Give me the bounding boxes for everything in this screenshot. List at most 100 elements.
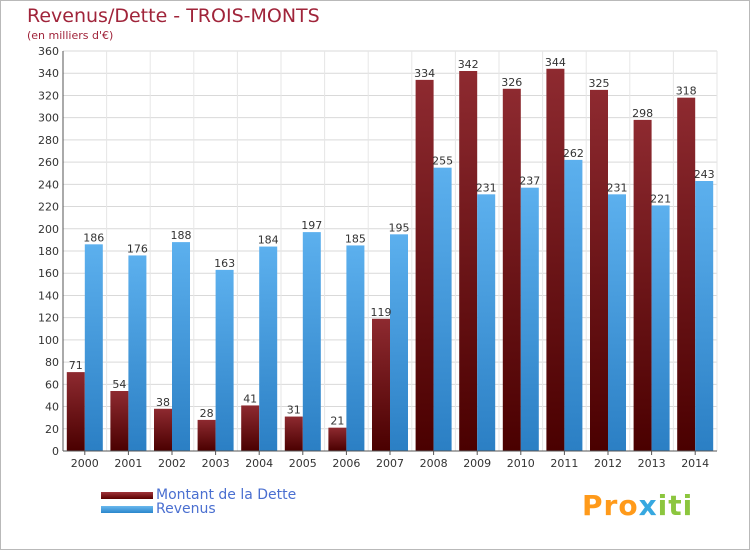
- data-label-revenus: 231: [476, 181, 497, 194]
- legend-item-dette: Montant de la Dette: [101, 487, 401, 504]
- bar-dette: [502, 88, 521, 452]
- data-label-dette: 334: [414, 67, 435, 80]
- y-tick-label: 240: [38, 178, 59, 191]
- bar-revenus: [215, 269, 234, 451]
- value-labels: 71 186 54 176 38 188 28 163 41 184 31 197 21 185 119 19…: [69, 56, 715, 428]
- y-tick-label: 60: [45, 378, 59, 391]
- y-tick-label: 40: [45, 401, 59, 414]
- data-label-dette: 31: [287, 404, 301, 417]
- data-label-dette: 28: [200, 407, 214, 420]
- data-label-revenus: 195: [389, 221, 410, 234]
- bar-dette: [110, 391, 129, 451]
- bar-dette: [284, 416, 303, 451]
- bar-dette: [197, 419, 216, 451]
- data-label-dette: 54: [112, 378, 126, 391]
- chart-subtitle: (en milliers d'€): [27, 29, 114, 42]
- y-tick-label: 120: [38, 312, 59, 325]
- bar-revenus: [390, 234, 408, 451]
- bar-revenus: [651, 205, 670, 451]
- proxiti-logo: Proxiti: [582, 489, 694, 522]
- data-label-revenus: 176: [127, 242, 148, 255]
- x-tick-label: 2013: [638, 457, 666, 470]
- y-tick-label: 80: [45, 356, 59, 369]
- x-tick-label: 2004: [245, 457, 273, 470]
- bar-revenus: [520, 187, 539, 451]
- x-tick-label: 2008: [420, 457, 448, 470]
- bars: [66, 68, 714, 452]
- bar-dette: [415, 79, 434, 451]
- data-label-dette: 41: [243, 392, 257, 405]
- bar-dette: [328, 427, 347, 451]
- bar-dette: [677, 97, 696, 452]
- bar-revenus: [302, 232, 321, 451]
- data-label-revenus: 197: [301, 219, 322, 232]
- data-label-dette: 344: [545, 56, 566, 69]
- bar-revenus: [608, 194, 626, 452]
- data-label-revenus: 237: [519, 175, 540, 188]
- y-tick-label: 280: [38, 134, 59, 147]
- y-tick-label: 340: [38, 67, 59, 80]
- bar-dette: [66, 372, 85, 451]
- bar-dette: [546, 68, 565, 452]
- legend-swatch-dette: [101, 492, 153, 499]
- bar-revenus: [564, 159, 583, 451]
- data-label-dette: 71: [69, 359, 83, 372]
- y-tick-label: 20: [45, 423, 59, 436]
- y-tick-label: 320: [38, 89, 59, 102]
- y-tick-label: 160: [38, 267, 59, 280]
- y-tick-label: 200: [38, 223, 59, 236]
- x-tick-label: 2014: [681, 457, 709, 470]
- data-label-dette: 326: [501, 76, 522, 89]
- data-label-dette: 119: [371, 306, 392, 319]
- bar-dette: [633, 119, 652, 451]
- y-tick-label: 300: [38, 112, 59, 125]
- bar-revenus: [128, 255, 147, 451]
- y-tick-label: 360: [38, 45, 59, 58]
- bar-revenus: [84, 244, 103, 451]
- bar-revenus: [695, 181, 714, 451]
- bar-revenus: [259, 246, 278, 451]
- data-label-revenus: 231: [607, 181, 628, 194]
- x-tick-label: 2003: [202, 457, 230, 470]
- data-label-dette: 38: [156, 396, 170, 409]
- chart-title: Revenus/Dette - TROIS-MONTS: [27, 5, 320, 27]
- bar-dette: [459, 71, 478, 451]
- data-label-revenus: 186: [83, 231, 104, 244]
- x-tick-label: 2010: [507, 457, 535, 470]
- legend-swatch-revenus: [101, 506, 153, 513]
- x-tick-label: 2001: [114, 457, 142, 470]
- data-label-revenus: 243: [694, 168, 715, 181]
- y-tick-label: 140: [38, 289, 59, 302]
- data-label-dette: 342: [458, 58, 479, 71]
- axes: 0 20 40 60 80 100 120 140 160 180 200 220 240 260 280 3…: [38, 45, 717, 470]
- bar-revenus: [346, 245, 365, 451]
- bar-dette: [590, 89, 608, 451]
- data-label-revenus: 221: [650, 192, 671, 205]
- data-label-revenus: 163: [214, 257, 235, 270]
- data-label-revenus: 185: [345, 232, 366, 245]
- x-tick-label: 2000: [71, 457, 99, 470]
- legend-label-revenus: Revenus: [156, 501, 216, 517]
- bar-revenus: [172, 242, 190, 451]
- data-label-dette: 298: [632, 107, 653, 120]
- y-tick-label: 100: [38, 334, 59, 347]
- x-tick-label: 2011: [550, 457, 578, 470]
- x-tick-label: 2006: [332, 457, 360, 470]
- legend-label-dette: Montant de la Dette: [156, 487, 297, 503]
- y-tick-label: 0: [52, 445, 59, 458]
- legend-item-revenus: Revenus: [101, 501, 401, 518]
- y-tick-label: 260: [38, 156, 59, 169]
- data-label-dette: 325: [589, 77, 610, 90]
- bar-revenus: [433, 167, 452, 451]
- bar-revenus: [477, 194, 496, 452]
- x-tick-label: 2009: [463, 457, 491, 470]
- data-label-revenus: 255: [432, 155, 453, 168]
- x-tick-label: 2007: [376, 457, 404, 470]
- x-tick-label: 2012: [594, 457, 622, 470]
- data-label-revenus: 184: [258, 234, 279, 247]
- data-label-revenus: 262: [563, 147, 584, 160]
- bar-dette: [154, 408, 172, 451]
- data-label-dette: 318: [676, 85, 697, 98]
